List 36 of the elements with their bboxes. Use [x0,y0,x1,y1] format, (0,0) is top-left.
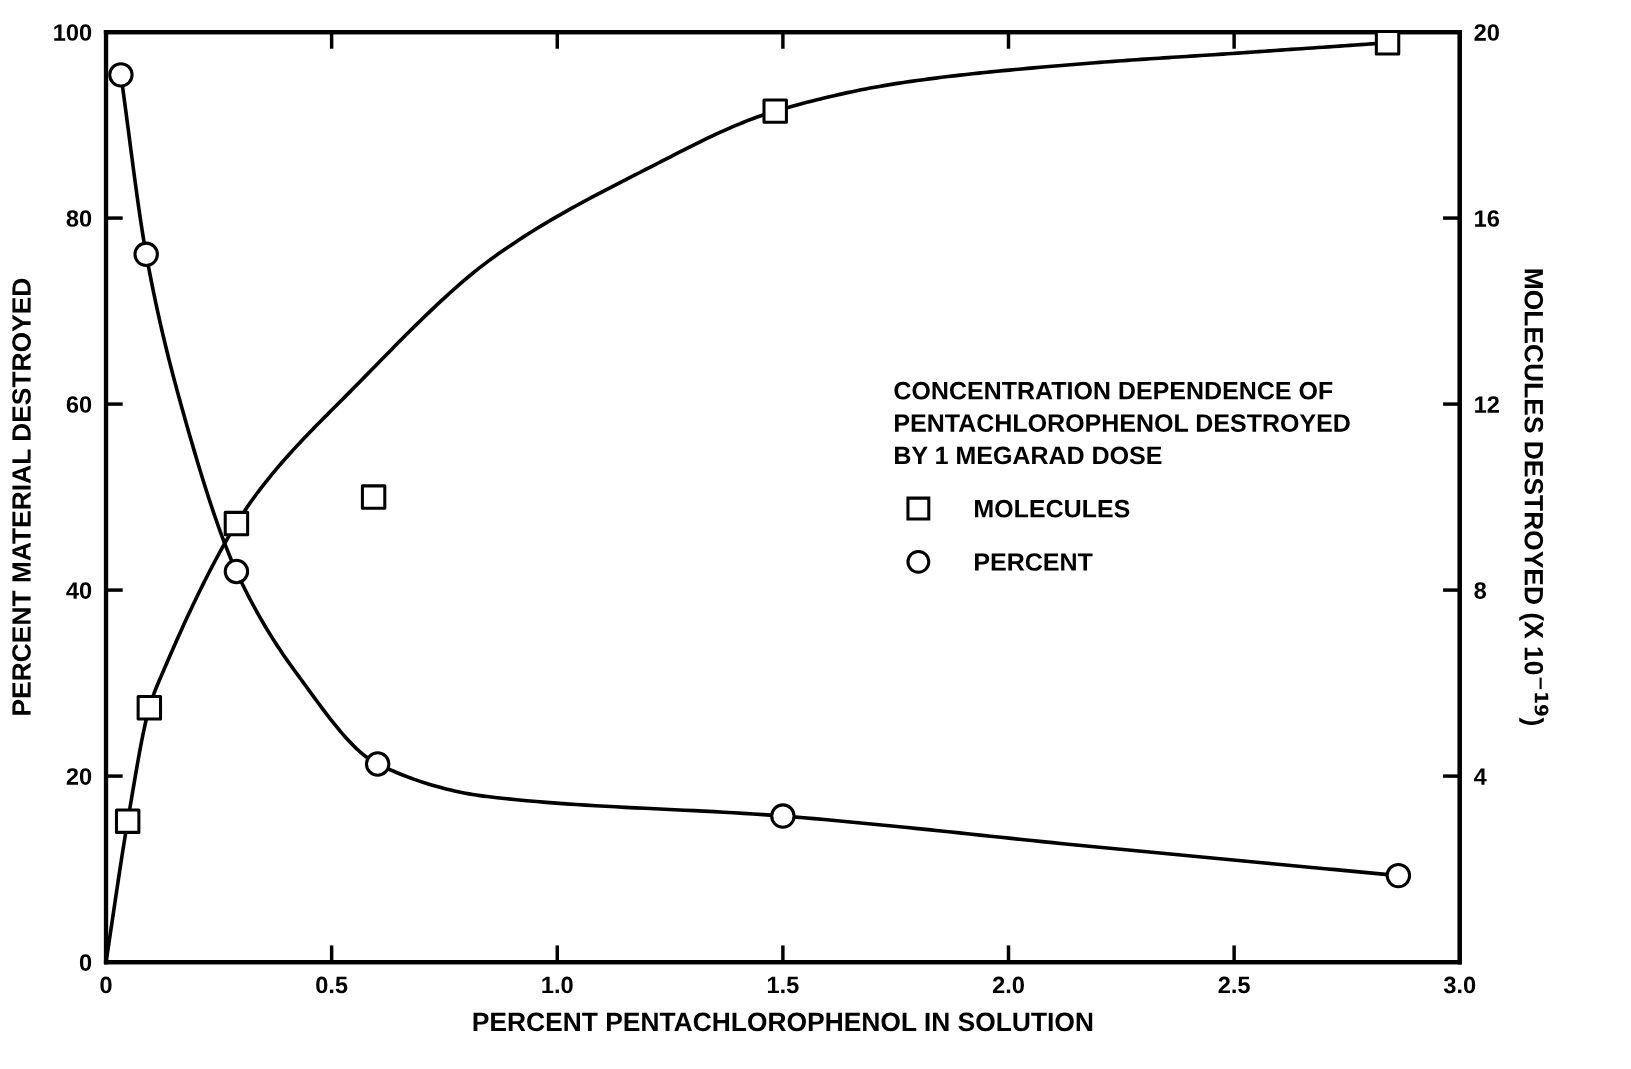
y2-tick-label: 8 [1474,582,1487,599]
point [762,98,788,124]
y2-tick-label: 20 [1474,24,1499,41]
y-tick-label: 100 [54,24,92,41]
y-tick-label: 40 [66,582,92,599]
point [360,484,387,510]
y-tick-label: 80 [66,210,92,227]
point [223,510,250,537]
legend-label: PERCENT [975,553,1093,571]
x-tick-label: 2.0 [992,976,1024,994]
legend-title: CONCENTRATION DEPENDENCE OF PENTACHLOROPHENOL DESTROYED BY 1 MEGARAD DOSE [894,381,1350,465]
x-axis-title: PERCENT PENTACHLOROPHENOL IN SOLUTION [473,1012,1093,1032]
y-tick-label: 20 [66,768,92,785]
legend-label: MOLECULES [975,499,1130,518]
y2-axis-title: MOLECULES DESTROYED (X 10$^{−19}$) [1519,269,1549,726]
point [223,558,250,585]
point [364,751,391,777]
y2-tick-label: 16 [1475,210,1500,227]
x-tick-label: 3.0 [1443,976,1476,994]
y-tick-label: 0 [79,954,92,971]
y-axis-title: PERCENT MATERIAL DESTROYED [12,278,31,715]
x-tick-label: 0.5 [316,976,348,994]
point [108,62,134,88]
point [133,241,159,268]
y2-tick-label: 12 [1475,396,1499,413]
x-tick-label: 2.5 [1218,976,1250,994]
point [136,695,163,721]
x-tick-label: 1.0 [542,976,573,994]
point [1374,32,1401,56]
point [1385,862,1412,889]
point [770,803,796,829]
y-tick-label: 60 [66,396,92,413]
point [114,808,141,834]
x-tick-label: 0 [100,976,112,994]
y2-tick-label: 4 [1473,768,1487,785]
x-tick-label: 1.5 [767,976,799,994]
